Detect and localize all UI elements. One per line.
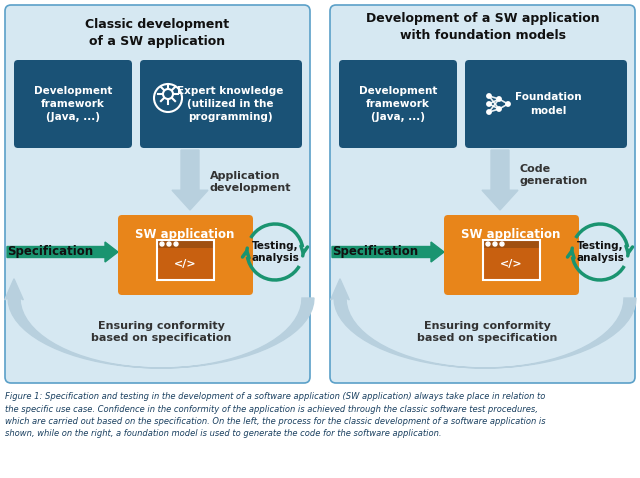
Bar (483, 240, 540, 248)
Text: Specification: Specification (332, 246, 418, 259)
Circle shape (506, 102, 510, 106)
Text: Testing,
analysis: Testing, analysis (251, 241, 299, 263)
Text: Code
generation: Code generation (520, 164, 588, 186)
FancyBboxPatch shape (5, 5, 310, 383)
Circle shape (160, 242, 164, 246)
Text: Ensuring conformity
based on specification: Ensuring conformity based on specificati… (417, 321, 557, 343)
Text: Testing,
analysis: Testing, analysis (576, 241, 624, 263)
Bar (483, 240, 540, 280)
Text: Development of a SW application
with foundation models: Development of a SW application with fou… (366, 12, 600, 42)
Polygon shape (7, 242, 118, 262)
Polygon shape (172, 150, 208, 210)
Text: Development
framework
(Java, ...): Development framework (Java, ...) (34, 86, 112, 122)
Circle shape (487, 94, 492, 98)
Circle shape (167, 242, 171, 246)
FancyBboxPatch shape (140, 60, 302, 148)
Circle shape (486, 242, 490, 246)
Circle shape (500, 242, 504, 246)
Text: Expert knowledge
(utilized in the
programming): Expert knowledge (utilized in the progra… (177, 86, 283, 122)
Circle shape (497, 97, 501, 101)
Text: Application
development: Application development (210, 171, 291, 193)
FancyBboxPatch shape (465, 60, 627, 148)
Circle shape (497, 107, 501, 111)
Bar (157, 240, 214, 280)
Text: SW application: SW application (135, 228, 235, 241)
Bar (157, 240, 214, 248)
Circle shape (487, 110, 492, 114)
Polygon shape (332, 242, 444, 262)
FancyBboxPatch shape (444, 215, 579, 295)
Circle shape (487, 102, 492, 106)
Text: Foundation
model: Foundation model (515, 92, 581, 116)
Polygon shape (331, 279, 636, 368)
FancyBboxPatch shape (14, 60, 132, 148)
Text: SW application: SW application (461, 228, 561, 241)
FancyBboxPatch shape (330, 5, 635, 383)
Polygon shape (4, 279, 314, 368)
FancyBboxPatch shape (118, 215, 253, 295)
Text: Development
framework
(Java, ...): Development framework (Java, ...) (359, 86, 437, 122)
Text: Specification: Specification (7, 246, 93, 259)
Circle shape (493, 242, 497, 246)
Text: Classic development
of a SW application: Classic development of a SW application (85, 18, 229, 48)
Text: </>: </> (500, 259, 523, 269)
Circle shape (174, 242, 178, 246)
FancyBboxPatch shape (339, 60, 457, 148)
Text: Ensuring conformity
based on specification: Ensuring conformity based on specificati… (91, 321, 231, 343)
Bar (483, 240, 540, 280)
Text: Figure 1: Specification and testing in the development of a software application: Figure 1: Specification and testing in t… (5, 392, 546, 438)
Bar (157, 240, 214, 280)
Polygon shape (482, 150, 518, 210)
Text: </>: </> (174, 259, 197, 269)
